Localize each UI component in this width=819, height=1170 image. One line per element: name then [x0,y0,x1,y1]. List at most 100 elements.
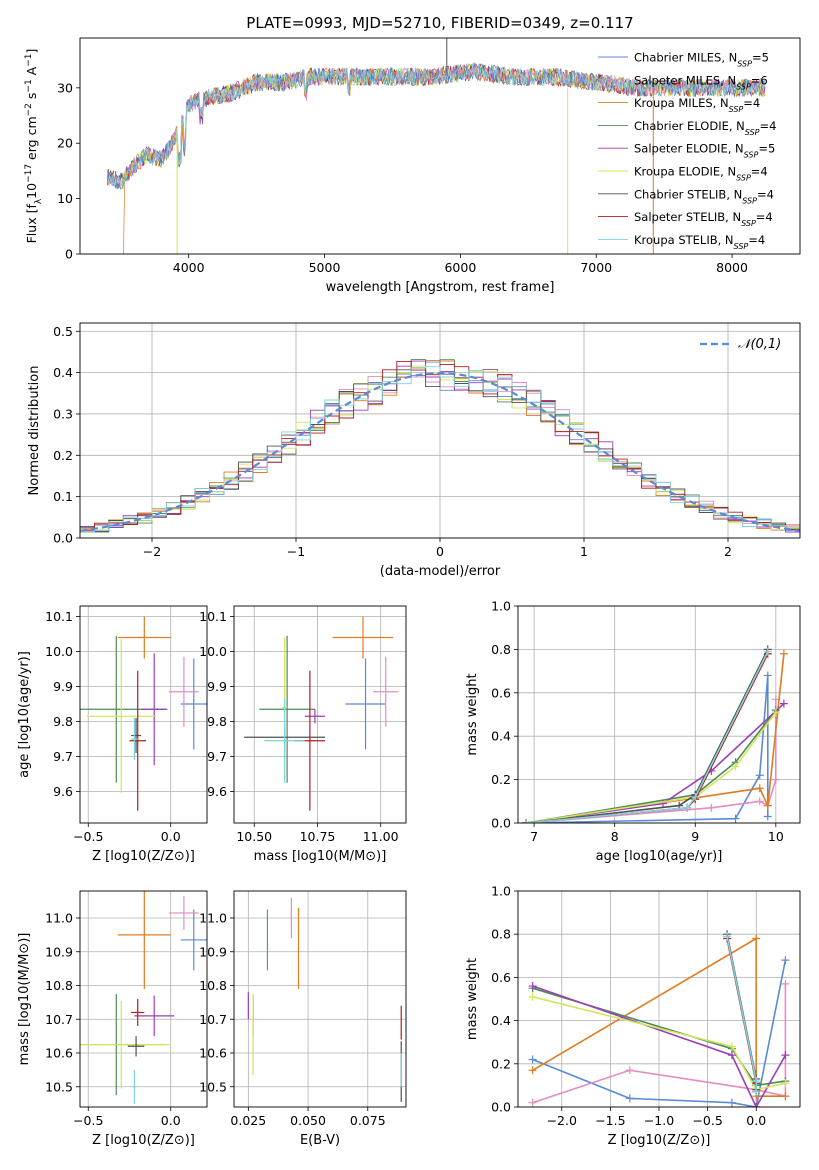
y-tick-label: 9.7 [207,749,227,764]
legend-label-ssp: =4 [756,210,773,224]
y-tick-label: 10.7 [45,1012,73,1027]
frame-spectrum [79,37,801,255]
x-tick-label: 5000 [309,260,341,275]
x-axis-label: Z [log10(Z/Z⊙)] [92,1133,195,1148]
legend-label-sub: SSP [742,196,757,205]
y-tick-label: 30 [57,80,73,95]
massweight-marker-kroupa-miles [781,1092,790,1101]
y-tick-label: 0.0 [53,531,73,546]
y-axis-label-part: λ [34,198,44,204]
x-tick-label: 11.00 [363,829,399,844]
x-tick-label: 7000 [580,260,612,275]
legend-label-sub: SSP [734,241,749,250]
frame-mass_vs_z [79,890,208,1108]
massweight-marker-kroupa-miles [779,649,788,658]
y-tick-label: 0.2 [491,1056,511,1071]
frame-age_vs_z [79,605,208,824]
y-axis-label: age [log10(age/yr)] [17,651,32,778]
y-tick-label: 10.6 [199,1046,227,1061]
massweight-line-salpeter-stelib [526,653,769,823]
massweight-line-kroupa-elodie [532,996,786,1091]
y-axis-label: Flux [fλ10−17 erg cm−2 s−1 A−1] [24,49,44,244]
x-tick-label: 7 [530,829,538,844]
y-axis-label-part: ] [24,49,39,54]
massweight-marker-chabrier-miles [755,771,764,780]
y-tick-label: 0.2 [53,448,73,463]
massweight-marker-chabrier-miles [731,814,740,823]
y-tick-label: 9.6 [53,784,73,799]
massweight-marker-kroupa-elodie [781,1079,790,1088]
y-tick-label: 9.8 [53,714,73,729]
x-tick-label: −1.0 [644,1113,674,1128]
x-tick-label: 0.0 [746,1113,766,1128]
massweight-marker-kroupa-elodie [528,992,537,1001]
y-axis-label: Normed distribution [27,366,42,496]
y-tick-label: 9.6 [207,784,227,799]
y-tick-label: 10 [57,191,73,206]
legend-label-sub: SSP [737,59,752,68]
y-tick-label: 0.6 [491,970,511,985]
massweight-marker-kroupa-stelib [763,647,772,656]
axes-mass_vs_ebv: 0.025 0.050 0.075 10.5 10.6 10.7 10.8 10.9 11.0 E… [199,891,406,1148]
frame-age_vs_mass [233,605,407,824]
massweight-marker-chabrier-miles [625,1094,634,1103]
x-tick-label: 10.75 [300,829,336,844]
massweight-marker-salpeter-miles [707,803,716,812]
legend-label-salpeter_miles: Salpeter MILES, NSSP=6 [634,73,768,91]
y-tick-label: 11.0 [199,911,227,926]
y-tick-label: 0.6 [491,685,511,700]
x-tick-label: 8 [611,829,619,844]
y-tick-label: 0.0 [491,816,511,831]
x-axis-label: age [log10(age/yr)] [596,849,723,864]
y-tick-label: 10.8 [45,978,73,993]
y-axis-label-part: Flux [f [24,204,39,244]
axes-massweight_vs_z: −2.0 −1.5 −1.0 −0.5 0.0 0.0 0.2 0.4 0.6 0.8 1.0 Z [… [465,884,800,1148]
x-axis-label: Z [log10(Z/Z⊙)] [92,849,195,864]
x-tick-label: 1 [580,544,588,559]
massweight-marker-salpeter-miles [625,1066,634,1075]
legend-label-text: Kroupa ELODIE, N [634,165,736,179]
legend-label-text: Salpeter ELODIE, N [634,142,744,156]
x-tick-label: 10 [768,829,784,844]
legend-label-text: Salpeter MILES, N [634,73,736,87]
histogram-kroupa_stelib [80,366,800,535]
axes-age_vs_z: −0.5 0.0 9.6 9.7 9.8 9.9 10.0 10.1 Z [log10(Z/Z⊙… [17,606,207,864]
y-axis-label-part: −2 [24,103,34,116]
x-axis-label: wavelength [Angstrom, rest frame] [326,280,555,295]
x-tick-label: 6000 [444,260,476,275]
x-tick-label: −0.5 [692,1113,722,1128]
legend-label-sub: SSP [736,82,751,91]
y-tick-label: 10.9 [45,944,73,959]
y-tick-label: 20 [57,136,73,151]
y-tick-label: 9.8 [207,714,227,729]
legend-label-chabrier_elodie: Chabrier ELODIE, NSSP=4 [634,119,776,137]
x-tick-label: −2 [143,544,161,559]
frame-residuals [79,322,801,539]
massweight-marker-chabrier-miles [781,956,790,965]
massweight-marker-chabrier-miles [528,1055,537,1064]
legend-label-kroupa_miles: Kroupa MILES, NSSP=4 [634,96,760,114]
legend-label-normal: 𝒩(0,1) [738,337,781,352]
x-tick-label: −0.5 [73,1113,103,1128]
massweight-marker-salpeter-elodie [752,1103,761,1107]
massweight-line-chabrier-elodie [525,709,777,823]
y-axis-label: mass [log10(M/M⊙)] [17,933,32,1066]
y-axis-label-part: −1 [24,79,34,92]
x-tick-label: 0.0 [161,829,181,844]
legend-label-chabrier_miles: Chabrier MILES, NSSP=5 [634,51,769,69]
legend-label-text: Chabrier MILES, N [634,51,737,65]
legend-label-kroupa_elodie: Kroupa ELODIE, NSSP=4 [634,165,768,183]
x-tick-label: −0.5 [73,829,103,844]
axes-massweight_vs_age: 7 8 9 10 0.0 0.2 0.4 0.6 0.8 1.0 age [log10(age/yr… [465,599,800,864]
y-tick-label: 1.0 [491,599,511,614]
legend-label-ssp: =4 [760,119,777,133]
y-tick-label: 9.7 [53,749,73,764]
massweight-marker-chabrier-miles [763,671,772,680]
x-axis-label: (data-model)/error [380,564,501,579]
massweight-line-kroupa-miles [525,653,785,823]
y-tick-label: 10.8 [199,978,227,993]
x-tick-label: 4000 [173,260,205,275]
x-tick-label: −1.5 [595,1113,625,1128]
